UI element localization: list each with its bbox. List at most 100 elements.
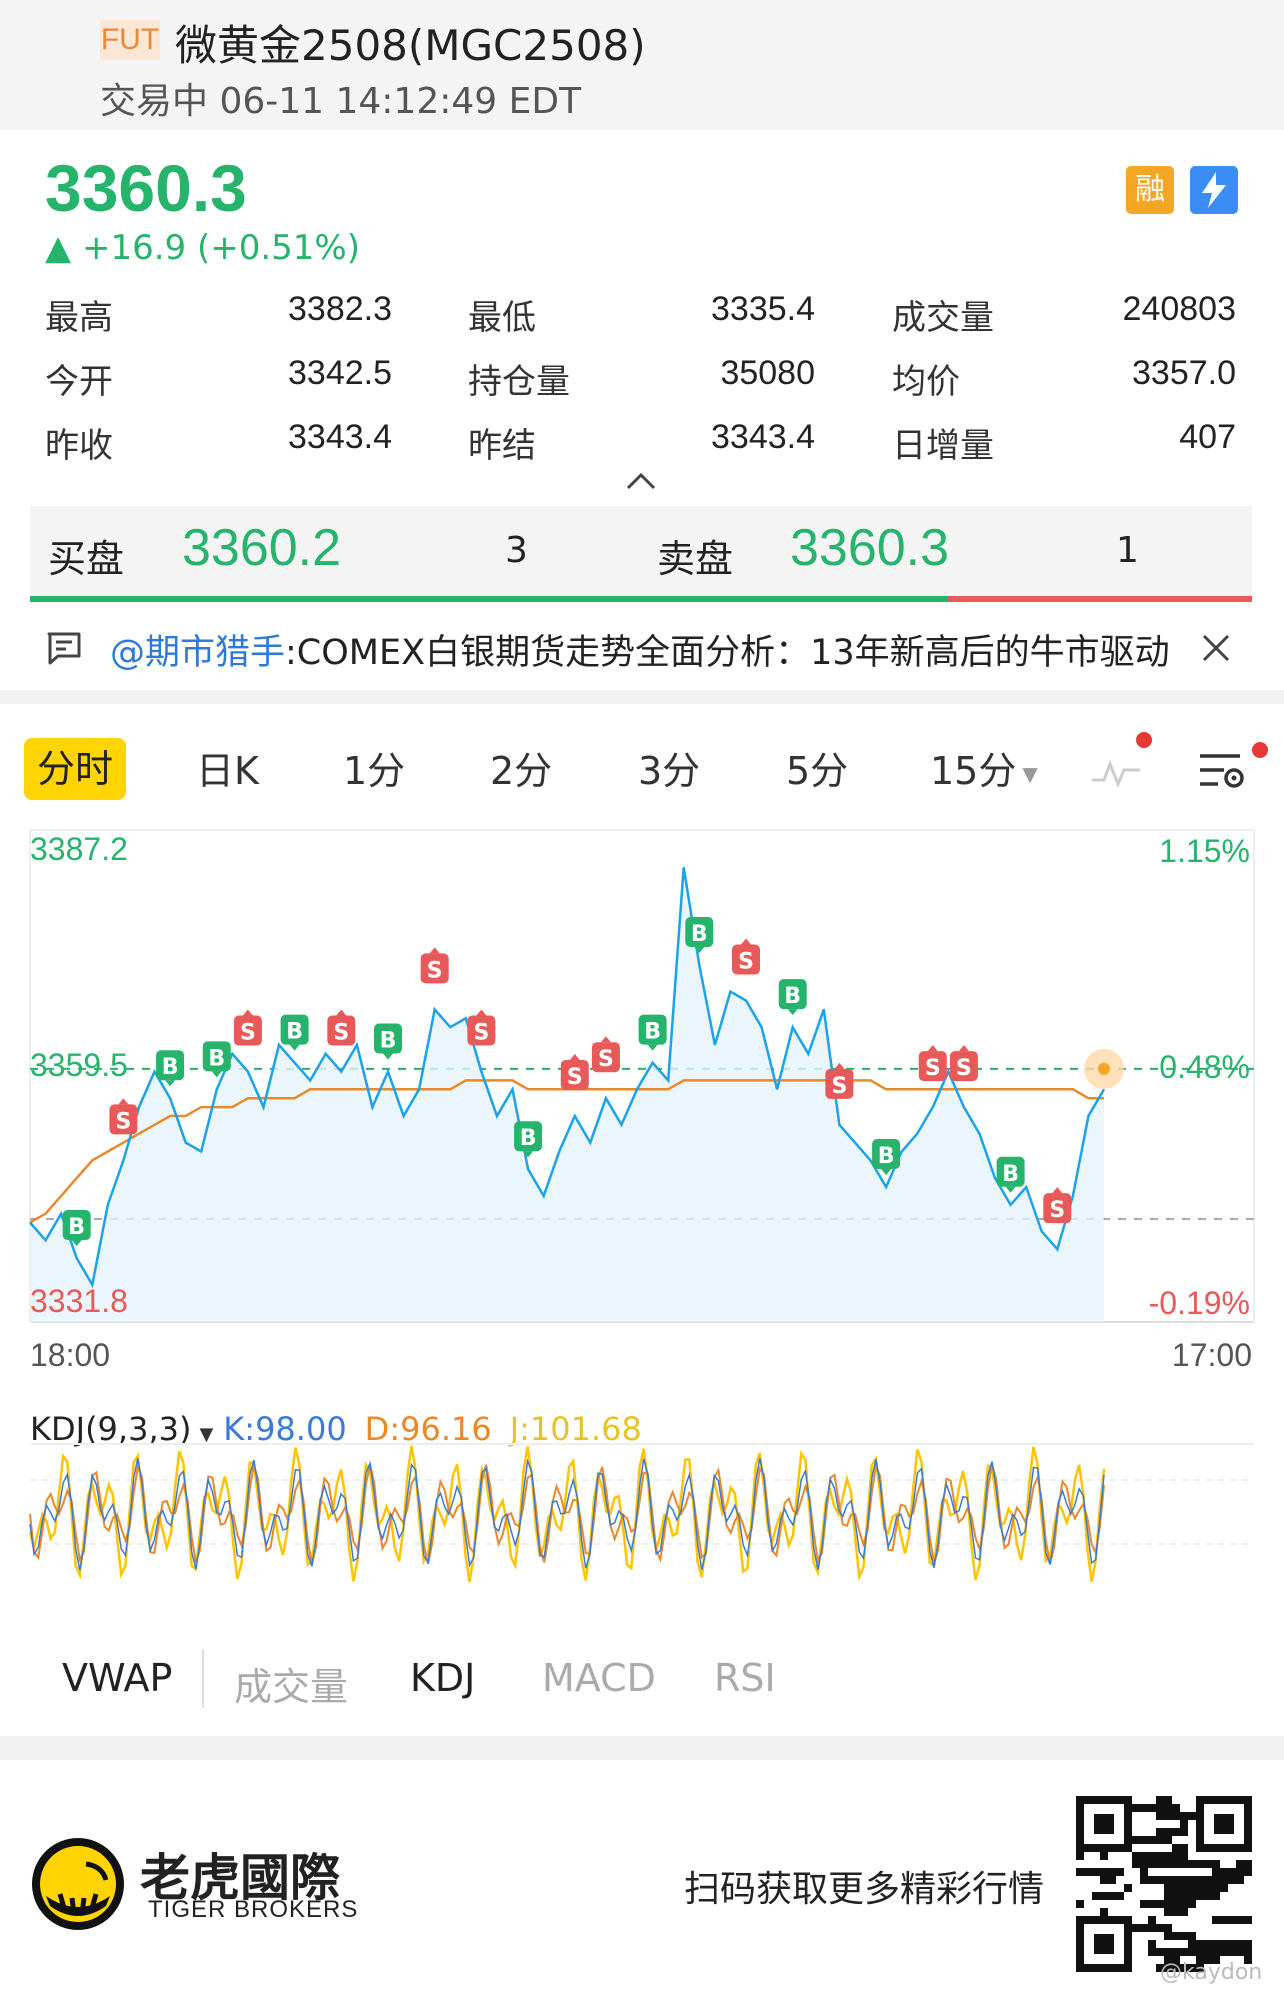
- svg-text:S: S: [738, 950, 754, 975]
- ask-price: 3360.3: [790, 519, 950, 577]
- stat-daily-change-label: 日增量: [892, 426, 994, 466]
- sell-marker[interactable]: S: [233, 1009, 262, 1046]
- svg-text:S: S: [598, 1047, 614, 1072]
- sell-marker[interactable]: S: [467, 1009, 496, 1046]
- kdj-k-value: K:98.00: [223, 1410, 347, 1448]
- tiger-logo-icon: [32, 1838, 124, 1930]
- collapse-chevron-icon[interactable]: [624, 468, 658, 494]
- buy-marker[interactable]: B: [872, 1139, 901, 1176]
- stat-prev-close-value: 3343.4: [288, 418, 392, 456]
- kdj-chart[interactable]: [0, 1440, 1284, 1600]
- buy-marker[interactable]: B: [202, 1041, 231, 1078]
- flash-trade-icon[interactable]: [1190, 166, 1238, 214]
- svg-text:B: B: [644, 1020, 661, 1045]
- bid-qty: 3: [505, 530, 528, 571]
- svg-text:S: S: [925, 1056, 941, 1081]
- svg-text:B: B: [691, 922, 708, 947]
- qr-code[interactable]: [1076, 1796, 1252, 1972]
- sell-marker[interactable]: S: [591, 1036, 620, 1073]
- tab-1min[interactable]: 1分: [343, 749, 406, 793]
- svg-text:S: S: [427, 958, 443, 983]
- margin-badge[interactable]: 融: [1126, 166, 1174, 214]
- last-price: 3360.3: [45, 151, 247, 225]
- sell-marker[interactable]: S: [420, 947, 449, 984]
- sell-marker[interactable]: S: [327, 1009, 356, 1046]
- close-icon[interactable]: [1196, 628, 1236, 668]
- stat-open-value: 3342.5: [288, 354, 392, 392]
- svg-text:B: B: [784, 984, 801, 1009]
- section-divider: [0, 690, 1284, 704]
- buy-marker[interactable]: B: [778, 979, 807, 1016]
- stat-prev-close-label: 昨收: [45, 426, 113, 466]
- sell-marker[interactable]: S: [918, 1045, 947, 1082]
- kdj-j-value: J:101.68: [509, 1410, 642, 1448]
- kdj-header: KDJ(9,3,3) ▼ K:98.00 D:96.16 J:101.68: [30, 1410, 642, 1448]
- buy-marker[interactable]: B: [280, 1014, 309, 1051]
- buy-marker[interactable]: B: [374, 1023, 402, 1060]
- buy-marker[interactable]: B: [156, 1050, 185, 1087]
- buy-marker[interactable]: B: [996, 1156, 1025, 1193]
- dropdown-triangle-icon[interactable]: ▼: [199, 1424, 214, 1445]
- sell-marker[interactable]: S: [1043, 1187, 1072, 1224]
- kdj-label[interactable]: KDJ(9,3,3): [30, 1410, 192, 1448]
- notification-dot: [1136, 732, 1152, 748]
- pct-axis-bottom-label: -0.19%: [1149, 1285, 1250, 1321]
- stat-high-label: 最高: [45, 298, 113, 338]
- y-axis-mid-label: 3359.5: [30, 1047, 128, 1083]
- indicator-tab-volume[interactable]: 成交量: [234, 1665, 349, 1709]
- indicator-tab-vwap[interactable]: VWAP: [62, 1656, 173, 1700]
- tab-15min[interactable]: 15分 ▼: [930, 740, 1038, 795]
- news-ticker[interactable]: @期市猎手:COMEX白银期货走势全面分析：13年新高后的牛市驱动: [110, 624, 1170, 675]
- y-axis-bottom-label: 3331.8: [30, 1283, 128, 1319]
- news-headline[interactable]: :COMEX白银期货走势全面分析：13年新高后的牛市驱动: [285, 633, 1170, 673]
- tab-intraday[interactable]: 分时: [24, 738, 126, 800]
- sell-marker[interactable]: S: [825, 1062, 854, 1099]
- tab-5min[interactable]: 5分: [786, 749, 849, 793]
- svg-text:S: S: [240, 1021, 256, 1046]
- instrument-title: 微黄金2508(MGC2508): [175, 21, 646, 70]
- price-change-value: +16.9 (+0.51%): [81, 228, 360, 268]
- brand-name-cn: 老虎國際: [140, 1849, 340, 1907]
- bid-label: 买盘: [48, 537, 125, 581]
- stat-avg-value: 3357.0: [1132, 354, 1236, 392]
- pct-axis-top-label: 1.15%: [1159, 833, 1250, 869]
- orderbook-panel: [30, 506, 1252, 596]
- news-author-link[interactable]: @期市猎手: [110, 633, 286, 673]
- sell-marker[interactable]: S: [560, 1053, 589, 1090]
- svg-text:S: S: [115, 1109, 131, 1134]
- indicator-tab-kdj[interactable]: KDJ: [410, 1656, 476, 1700]
- price-area-fill: [30, 867, 1104, 1322]
- tab-daily-k[interactable]: 日K: [196, 749, 259, 793]
- stat-prev-settle-value: 3343.4: [711, 418, 815, 456]
- stat-open-interest-label: 持仓量: [468, 362, 570, 402]
- svg-text:B: B: [1002, 1162, 1019, 1187]
- tab-15min-label: 15分: [930, 749, 1017, 793]
- stat-volume-label: 成交量: [892, 298, 994, 338]
- buy-marker[interactable]: B: [62, 1210, 91, 1247]
- svg-text:B: B: [208, 1046, 225, 1071]
- buy-marker[interactable]: B: [685, 916, 714, 953]
- svg-text:S: S: [831, 1074, 847, 1099]
- sell-marker[interactable]: S: [732, 938, 760, 975]
- price-line: [29, 867, 1106, 1289]
- buy-marker[interactable]: B: [638, 1014, 667, 1051]
- indicator-tab-rsi[interactable]: RSI: [714, 1656, 776, 1700]
- buy-marker[interactable]: B: [514, 1121, 543, 1158]
- last-price-dot: [1098, 1062, 1110, 1075]
- stat-open-interest-value: 35080: [720, 354, 815, 392]
- indicator-tab-macd[interactable]: MACD: [542, 1656, 656, 1700]
- tab-2min[interactable]: 2分: [490, 749, 553, 793]
- pulse-icon[interactable]: [1090, 752, 1142, 788]
- svg-text:B: B: [520, 1126, 537, 1151]
- settings-icon[interactable]: [1196, 748, 1248, 792]
- notification-dot: [1252, 742, 1268, 758]
- sell-marker[interactable]: S: [949, 1045, 978, 1082]
- y-axis-top-label: 3387.2: [30, 831, 128, 867]
- tab-3min[interactable]: 3分: [638, 749, 701, 793]
- stat-low-value: 3335.4: [711, 290, 815, 328]
- kdj-k-line: [29, 1457, 1105, 1571]
- sell-marker[interactable]: S: [109, 1098, 138, 1135]
- pct-axis-mid-label: 0.48%: [1159, 1049, 1250, 1085]
- header-bar: [0, 0, 1284, 130]
